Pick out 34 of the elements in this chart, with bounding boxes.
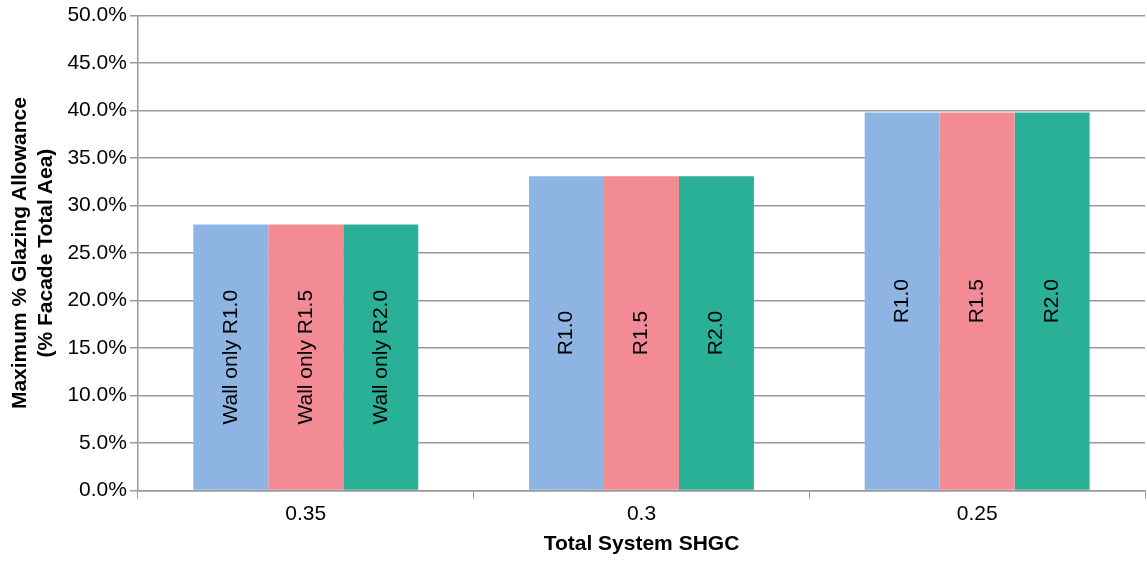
x-axis-title: Total System SHGC xyxy=(543,531,740,555)
y-tick-label: 15.0% xyxy=(67,334,127,358)
bar xyxy=(268,224,344,490)
x-tick-label: 0.25 xyxy=(956,501,998,524)
y-tick-label: 45.0% xyxy=(67,49,127,73)
data-label: Wall only R1.5 xyxy=(292,289,316,425)
y-tick-label: 5.0% xyxy=(79,429,127,453)
bar xyxy=(603,176,679,490)
y-tick-label: 50.0% xyxy=(67,2,127,26)
bar xyxy=(864,112,940,490)
y-tick-label: 0.0% xyxy=(79,477,127,501)
bar xyxy=(678,176,754,490)
y-tick-label: 30.0% xyxy=(67,192,127,216)
data-label: R1.5 xyxy=(628,310,652,356)
data-label: R1.5 xyxy=(963,279,987,324)
y-tick-label: 20.0% xyxy=(67,287,127,311)
bar xyxy=(939,112,1015,490)
y-axis-title: Maximum % Glazing Allowance (% Facade Total Aea) xyxy=(7,97,56,410)
y-tick-label: 35.0% xyxy=(67,144,127,168)
data-label: R1.0 xyxy=(888,279,912,324)
bar xyxy=(1014,112,1090,490)
bar xyxy=(529,176,604,490)
data-label: R1.0 xyxy=(553,310,577,356)
y-tick-label: 40.0% xyxy=(67,97,127,121)
data-label: R2.0 xyxy=(1038,279,1062,324)
data-label: Wall only R1.0 xyxy=(217,289,241,425)
data-label: R2.0 xyxy=(703,310,727,356)
data-label: Wall only R2.0 xyxy=(367,289,391,425)
y-tick-label: 25.0% xyxy=(67,239,127,263)
x-tick-label: 0.35 xyxy=(285,501,327,524)
x-tick-label: 0.3 xyxy=(626,501,657,524)
bar xyxy=(193,224,269,490)
y-tick-label: 10.0% xyxy=(67,382,127,406)
bar xyxy=(343,224,419,490)
